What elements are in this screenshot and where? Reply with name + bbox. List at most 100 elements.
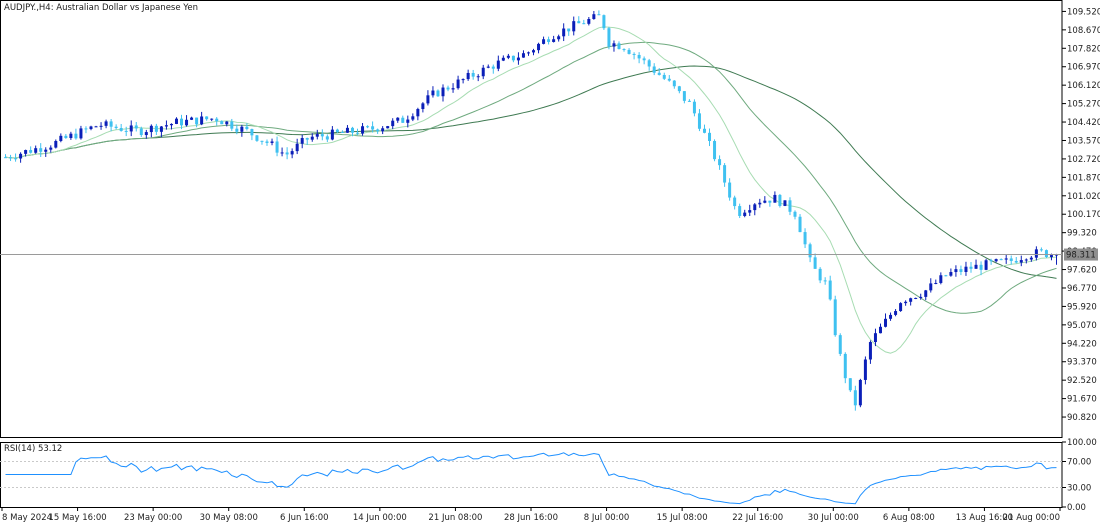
- candle-body: [974, 264, 978, 269]
- candle-body: [466, 72, 470, 80]
- candle-body: [858, 379, 862, 406]
- candle-body: [481, 67, 485, 77]
- time-label: 6 Jun 16:00: [280, 513, 329, 523]
- price-label: 92.520: [1067, 376, 1097, 386]
- price-label: 102.720: [1067, 155, 1100, 165]
- candle-body: [255, 135, 259, 141]
- candle-body: [627, 49, 631, 54]
- candle-body: [54, 140, 58, 148]
- candle-body: [350, 127, 354, 133]
- price-label: 100.170: [1067, 210, 1100, 220]
- candle-body: [863, 359, 867, 380]
- candle-body: [210, 118, 214, 120]
- candle-body: [305, 138, 309, 140]
- candle-body: [451, 88, 455, 90]
- candle-body: [949, 272, 953, 276]
- price-label: 97.620: [1067, 266, 1097, 276]
- candle-body: [446, 87, 450, 90]
- candle-body: [320, 134, 324, 137]
- candle-body: [220, 121, 224, 125]
- price-label: 101.020: [1067, 192, 1100, 202]
- candle-body: [848, 378, 852, 391]
- candle-body: [421, 103, 425, 110]
- price-label: 101.870: [1067, 173, 1100, 183]
- candle-body: [84, 128, 88, 130]
- candle-body: [260, 140, 264, 142]
- candle-body: [677, 86, 681, 92]
- candle-body: [1044, 250, 1048, 258]
- candle-body: [506, 55, 510, 58]
- time-label: 21 Jun 08:00: [428, 513, 482, 523]
- candle-body: [129, 125, 133, 132]
- candle-body: [652, 66, 656, 73]
- rsi-title: RSI(14) 53.12: [4, 444, 62, 454]
- candle-body: [366, 126, 370, 128]
- candle-body: [964, 266, 968, 272]
- candle-body: [843, 353, 847, 379]
- price-label: 99.320: [1067, 229, 1097, 239]
- ma-fast-line: [5, 26, 1057, 354]
- candle-body: [934, 282, 938, 284]
- candle-body: [74, 133, 78, 139]
- candle-body: [763, 200, 767, 203]
- candle-body: [24, 150, 28, 154]
- candle-body: [456, 79, 460, 89]
- candle-body: [642, 58, 646, 61]
- candle-body: [9, 157, 13, 159]
- candle-body: [667, 78, 671, 81]
- candle-body: [1024, 259, 1028, 261]
- ma-slow-line: [5, 65, 1057, 279]
- candle-body: [371, 126, 375, 130]
- candle-body: [617, 43, 621, 50]
- candle-body: [748, 210, 752, 213]
- candle-body: [939, 275, 943, 283]
- candle-body: [154, 125, 158, 132]
- candle-body: [909, 298, 913, 302]
- candle-body: [169, 123, 173, 126]
- price-label: 108.670: [1067, 26, 1100, 36]
- candle-body: [753, 204, 757, 211]
- candle-body: [114, 126, 118, 128]
- candle-body: [441, 87, 445, 97]
- bid-price-label: 98.311: [1066, 251, 1096, 261]
- candle-body: [919, 296, 923, 298]
- ma-mid-line: [5, 41, 1057, 314]
- candle-body: [984, 260, 988, 270]
- price-label: 109.520: [1067, 7, 1100, 17]
- candle-body: [300, 138, 304, 144]
- price-label: 106.120: [1067, 81, 1100, 91]
- candle-body: [376, 129, 380, 132]
- candle-body: [361, 126, 365, 134]
- candle-body: [738, 206, 742, 216]
- candle-body: [285, 152, 289, 155]
- candle-body: [868, 342, 872, 360]
- candle-body: [697, 113, 701, 129]
- price-label: 94.220: [1067, 339, 1097, 349]
- candle-body: [386, 126, 390, 129]
- candle-body: [914, 297, 918, 299]
- candle-body: [647, 60, 651, 67]
- candle-body: [215, 118, 219, 122]
- candle-body: [19, 153, 23, 159]
- price-label: 95.070: [1067, 321, 1097, 331]
- candle-body: [733, 197, 737, 207]
- candle-body: [602, 15, 606, 29]
- candle-body: [250, 129, 254, 136]
- candle-body: [607, 28, 611, 47]
- price-label: 95.920: [1067, 302, 1097, 312]
- candle-body: [180, 118, 184, 126]
- candle-body: [69, 133, 73, 139]
- candle-body: [773, 194, 777, 203]
- candle-body: [878, 326, 882, 334]
- time-label: 30 May 08:00: [200, 513, 258, 523]
- candle-body: [340, 131, 344, 133]
- candle-body: [768, 200, 772, 203]
- candle-body: [718, 159, 722, 166]
- time-label: 30 Jul 00:00: [808, 513, 859, 523]
- main-frame: [0, 0, 1063, 438]
- rsi-axis-label: 0.00: [1067, 503, 1086, 513]
- candle-body: [345, 127, 349, 133]
- candle-body: [89, 126, 93, 130]
- candle-body: [672, 80, 676, 87]
